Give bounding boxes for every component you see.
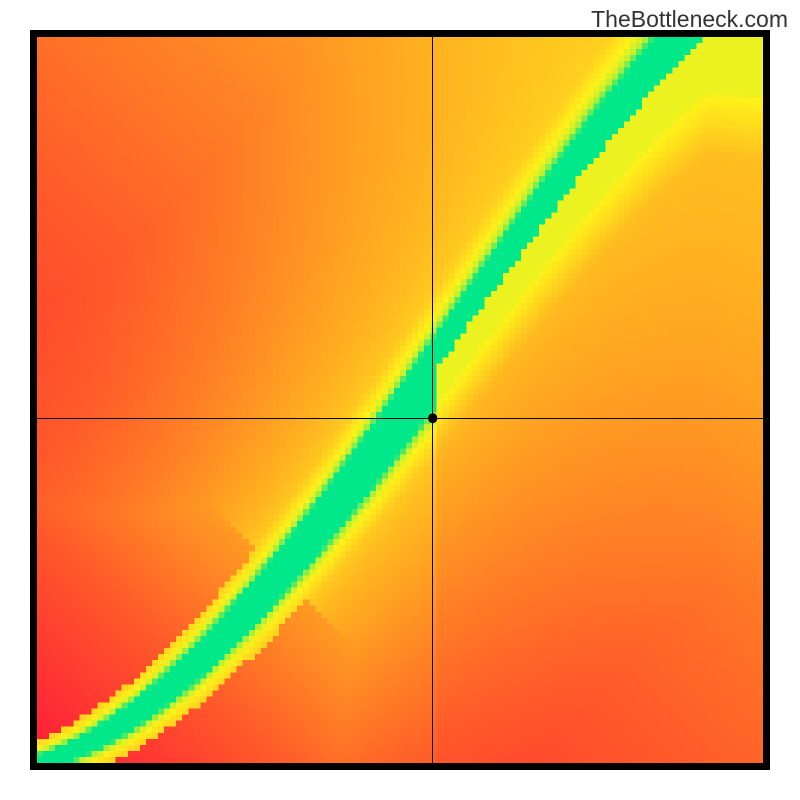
attribution-text: TheBottleneck.com: [591, 6, 788, 33]
crosshair-vertical: [432, 37, 433, 763]
heatmap-plot: [37, 37, 763, 763]
crosshair-marker: [428, 413, 438, 423]
crosshair-horizontal: [37, 418, 763, 419]
heatmap-canvas: [37, 37, 763, 763]
